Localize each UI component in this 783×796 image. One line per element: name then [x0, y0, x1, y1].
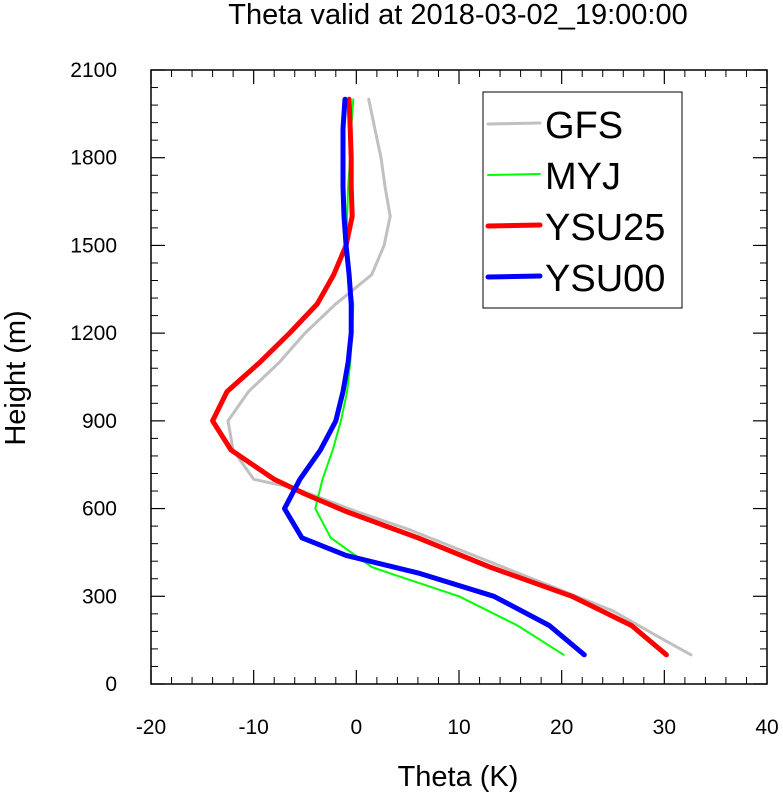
y-tick-label: 300: [82, 585, 117, 608]
series-line-gfs: [226, 97, 693, 657]
series-line-ysu25: [210, 96, 669, 658]
x-tick-label: 20: [550, 716, 573, 739]
legend-label-myj: MYJ: [545, 156, 621, 198]
x-tick-label: 0: [350, 716, 362, 739]
legend-swatch-ysu25: [485, 222, 543, 229]
y-tick-label: 0: [105, 673, 117, 696]
x-tick-label: -10: [238, 716, 268, 739]
y-axis-title: Height (m): [0, 310, 32, 445]
x-tick-label: 40: [755, 716, 778, 739]
y-tick-label: 600: [82, 498, 117, 521]
x-tick-label: -20: [136, 716, 166, 739]
legend-swatch-gfs: [486, 121, 542, 126]
x-tick-label: 30: [653, 716, 676, 739]
series-layer: [210, 96, 693, 658]
legend-swatch-myj: [487, 173, 541, 176]
y-tick-label: 1800: [70, 147, 117, 170]
legend-box: [482, 91, 683, 309]
series-line-myj: [314, 98, 565, 656]
legend-swatch-ysu00: [485, 273, 543, 280]
y-tick-labels: 0 300 600 900 1200 1500 1800 2100: [70, 59, 117, 696]
x-tick-label: 10: [447, 716, 470, 739]
major-ticks: [150, 69, 768, 685]
legend-label-ysu00: YSU00: [545, 258, 665, 300]
legend: GFS MYJ YSU25 YSU00: [482, 91, 683, 309]
chart-title: Theta valid at 2018-03-02_19:00:00: [228, 0, 688, 31]
legend-label-gfs: GFS: [545, 105, 623, 147]
legend-label-ysu25: YSU25: [545, 207, 665, 249]
legend-items: GFS MYJ YSU25 YSU00: [485, 105, 665, 300]
x-tick-labels: -20 -10 0 10 20 30 40: [136, 716, 779, 739]
y-tick-label: 900: [82, 410, 117, 433]
y-tick-label: 2100: [70, 59, 117, 82]
y-tick-label: 1500: [70, 234, 117, 257]
plot-area: [150, 69, 768, 685]
series-line-ysu00: [282, 96, 587, 658]
y-tick-label: 1200: [70, 322, 117, 345]
minor-ticks: [151, 70, 767, 684]
x-axis-title: Theta (K): [398, 761, 519, 793]
